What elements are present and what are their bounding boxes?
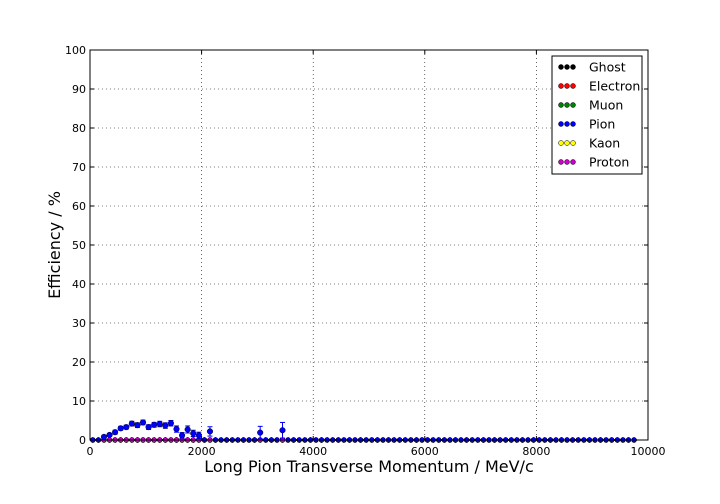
y-tick-label: 100 (65, 44, 86, 57)
legend-label: Electron (589, 79, 640, 94)
legend-label: Kaon (589, 136, 620, 151)
data-point (257, 429, 264, 436)
legend-label: Pion (589, 117, 615, 132)
data-point (173, 426, 180, 433)
legend-label: Proton (589, 155, 629, 170)
legend-marker (570, 159, 576, 165)
data-point (106, 431, 113, 438)
data-point (179, 432, 186, 439)
legend-marker (558, 159, 564, 165)
legend-marker (564, 121, 570, 127)
y-tick-label: 20 (72, 356, 86, 369)
y-tick-label: 60 (72, 200, 86, 213)
y-tick-label: 10 (72, 395, 86, 408)
x-tick-label: 10000 (631, 445, 666, 458)
data-point (195, 432, 202, 439)
legend: Ghost Electron Muon Pion Kaon Proton (551, 55, 643, 175)
legend-marker (558, 140, 564, 146)
data-point (167, 420, 174, 427)
data-point (145, 424, 152, 431)
legend-marker (570, 140, 576, 146)
data-point (128, 420, 135, 427)
legend-box (551, 55, 643, 175)
data-point (134, 422, 141, 429)
data-point (100, 433, 107, 440)
data-point (123, 424, 130, 431)
y-axis-ticks: 0 10 20 30 40 50 60 70 80 90 100 (65, 44, 648, 447)
legend-marker (570, 102, 576, 108)
data-point (206, 428, 214, 435)
legend-label: Ghost (589, 60, 626, 75)
legend-marker (570, 64, 576, 70)
x-axis-title: Long Pion Transverse Momentum / MeV/c (204, 457, 534, 476)
legend-label: Muon (589, 98, 623, 113)
y-tick-label: 0 (79, 434, 86, 447)
data-point (151, 421, 158, 428)
legend-marker (564, 159, 570, 165)
legend-marker (558, 102, 564, 108)
y-tick-label: 90 (72, 83, 86, 96)
legend-marker (564, 83, 570, 89)
data-point (112, 429, 119, 436)
y-tick-label: 70 (72, 161, 86, 174)
x-tick-label: 8000 (522, 445, 550, 458)
data-point (190, 430, 197, 437)
data-point (162, 422, 169, 429)
y-axis-title: Efficiency / % (45, 191, 64, 299)
y-tick-label: 80 (72, 122, 86, 135)
x-tick-label: 4000 (299, 445, 327, 458)
legend-marker (570, 83, 576, 89)
data-point (184, 426, 191, 433)
legend-marker (558, 121, 564, 127)
x-tick-label: 6000 (411, 445, 439, 458)
legend-marker (564, 102, 570, 108)
legend-marker (564, 140, 570, 146)
data-point (139, 419, 147, 426)
x-tick-label: 0 (87, 445, 94, 458)
data-point (117, 425, 124, 432)
legend-marker (570, 121, 576, 127)
data-point (279, 427, 286, 434)
legend-marker (558, 83, 564, 89)
y-tick-label: 30 (72, 317, 86, 330)
data-point (156, 420, 163, 428)
legend-marker (564, 64, 570, 70)
plot-frame (89, 49, 649, 441)
y-tick-label: 40 (72, 278, 86, 291)
legend-marker (558, 64, 564, 70)
y-tick-label: 50 (72, 239, 86, 252)
x-tick-label: 2000 (188, 445, 216, 458)
